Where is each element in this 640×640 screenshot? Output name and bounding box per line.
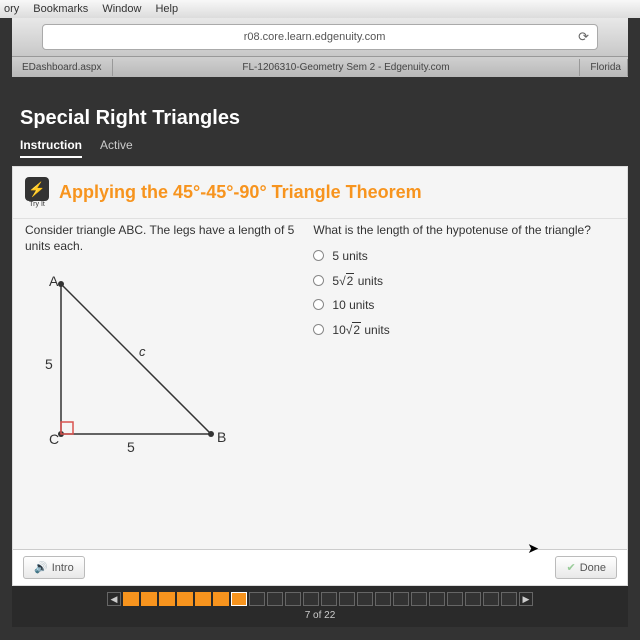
tab-center[interactable]: FL-1206310-Geometry Sem 2 - Edgenuity.co…: [113, 59, 581, 76]
progress-box[interactable]: [231, 592, 247, 606]
svg-text:5: 5: [127, 439, 135, 455]
tab-instruction[interactable]: Instruction: [20, 138, 82, 158]
mac-menu-bar: ory Bookmarks Window Help: [0, 0, 640, 18]
radio-icon[interactable]: [313, 324, 324, 335]
tryit-badge: ⚡ Try It: [25, 177, 49, 208]
radio-icon[interactable]: [313, 250, 324, 261]
progress-bar: ◀ ▶ 7 of 22: [12, 586, 628, 627]
svg-text:B: B: [217, 429, 226, 445]
content-panel: ⚡ Try It Applying the 45°-45°-90° Triang…: [12, 166, 628, 586]
tab-active[interactable]: Active: [100, 138, 133, 158]
radio-icon[interactable]: [313, 299, 324, 310]
answer-option[interactable]: 10 units: [313, 298, 615, 312]
tab-right[interactable]: Florida: [580, 59, 628, 76]
url-text: r08.core.learn.edgenuity.com: [244, 31, 386, 43]
radio-icon[interactable]: [313, 275, 324, 286]
progress-box[interactable]: [465, 592, 481, 606]
tab-left[interactable]: EDashboard.aspx: [12, 59, 113, 76]
option-label: 10√2 units: [332, 322, 389, 337]
progress-box[interactable]: [267, 592, 283, 606]
progress-box[interactable]: [429, 592, 445, 606]
progress-box[interactable]: [177, 592, 193, 606]
progress-label: 7 of 22: [18, 610, 622, 621]
answer-option[interactable]: 5√2 units: [313, 273, 615, 288]
sound-icon: 🔊: [34, 561, 48, 574]
menu-item[interactable]: ory: [4, 3, 19, 15]
next-arrow[interactable]: ▶: [519, 592, 533, 606]
menu-item[interactable]: Bookmarks: [33, 3, 88, 15]
menu-item[interactable]: Help: [155, 3, 178, 15]
svg-text:C: C: [49, 431, 59, 447]
progress-box[interactable]: [141, 592, 157, 606]
svg-text:A: A: [49, 273, 59, 289]
lightning-icon: ⚡: [25, 177, 49, 201]
browser-toolbar: r08.core.learn.edgenuity.com ⟳: [12, 18, 628, 57]
progress-box[interactable]: [195, 592, 211, 606]
question-text: What is the length of the hypotenuse of …: [313, 223, 615, 239]
menu-item[interactable]: Window: [102, 3, 141, 15]
progress-box[interactable]: [339, 592, 355, 606]
lesson-header: Special Right Triangles Instruction Acti…: [12, 77, 628, 166]
progress-box[interactable]: [249, 592, 265, 606]
progress-box[interactable]: [213, 592, 229, 606]
option-label: 10 units: [332, 298, 374, 312]
section-title: Applying the 45°-45°-90° Triangle Theore…: [59, 182, 422, 203]
problem-prompt: Consider triangle ABC. The legs have a l…: [25, 223, 303, 254]
browser-tabs: EDashboard.aspx FL-1206310-Geometry Sem …: [12, 57, 628, 77]
progress-box[interactable]: [447, 592, 463, 606]
progress-box[interactable]: [321, 592, 337, 606]
answer-option[interactable]: 10√2 units: [313, 322, 615, 337]
svg-text:c: c: [139, 344, 146, 359]
progress-box[interactable]: [123, 592, 139, 606]
options-list: 5 units 5√2 units 10 units 10√2 units: [313, 249, 615, 337]
svg-text:5: 5: [45, 356, 53, 372]
problem-col: Consider triangle ABC. The legs have a l…: [25, 223, 303, 464]
url-bar[interactable]: r08.core.learn.edgenuity.com ⟳: [42, 24, 598, 50]
lesson-title: Special Right Triangles: [20, 107, 620, 130]
progress-box[interactable]: [501, 592, 517, 606]
progress-box[interactable]: [303, 592, 319, 606]
option-label: 5√2 units: [332, 273, 383, 288]
progress-box[interactable]: [483, 592, 499, 606]
answer-option[interactable]: 5 units: [313, 249, 615, 263]
progress-box[interactable]: [285, 592, 301, 606]
intro-button[interactable]: 🔊 Intro: [23, 556, 85, 579]
progress-box[interactable]: [357, 592, 373, 606]
done-button[interactable]: ✔ Done: [555, 556, 617, 579]
content-footer: 🔊 Intro ➤ ✔ Done: [13, 549, 627, 585]
progress-box[interactable]: [375, 592, 391, 606]
option-label: 5 units: [332, 249, 367, 263]
triangle-diagram: A B C c 5 5: [31, 264, 231, 464]
cursor-icon: ➤: [527, 540, 539, 557]
reload-icon[interactable]: ⟳: [578, 29, 589, 45]
prev-arrow[interactable]: ◀: [107, 592, 121, 606]
answer-col: What is the length of the hypotenuse of …: [313, 223, 615, 464]
check-icon: ✔: [566, 561, 575, 574]
progress-box[interactable]: [393, 592, 409, 606]
progress-box[interactable]: [411, 592, 427, 606]
progress-box[interactable]: [159, 592, 175, 606]
